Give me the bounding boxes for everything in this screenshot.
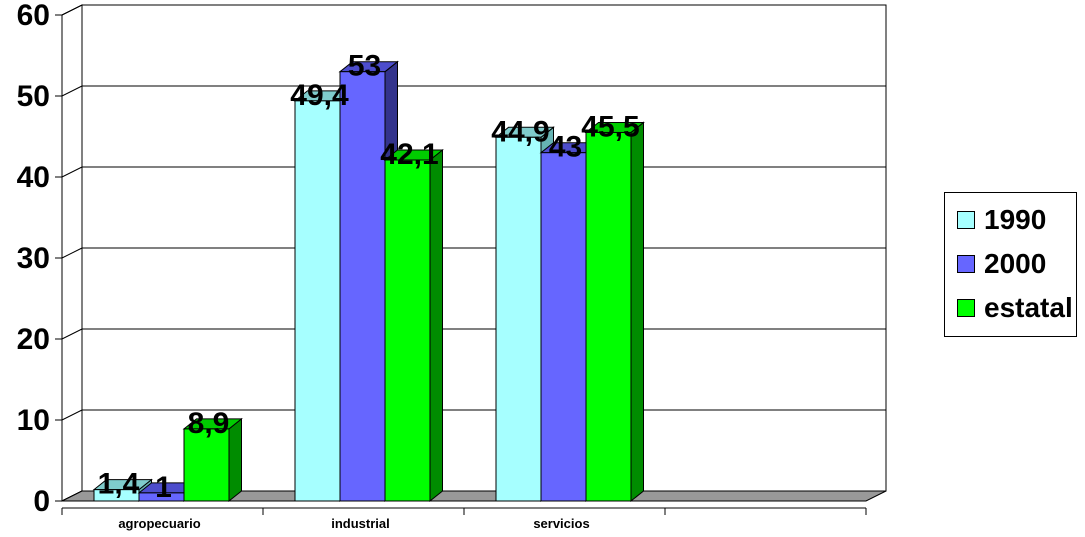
legend-swatch-estatal (957, 299, 975, 317)
data-label-2000-1: 53 (348, 50, 381, 83)
data-label-1990-0: 1,4 (98, 468, 140, 501)
gridline-side (61, 85, 83, 97)
y-tick-label: 20 (17, 323, 50, 356)
gridline-side (61, 166, 83, 178)
bar-2000-1 (339, 71, 386, 502)
bar-1990-1 (294, 100, 341, 502)
gridline-side (61, 328, 83, 340)
bar-estatal-0-side (228, 417, 242, 503)
data-label-1990-1: 49,4 (290, 79, 349, 112)
legend-swatch-2000 (957, 255, 975, 273)
data-label-1990-2: 44,9 (491, 115, 549, 148)
legend-item-1990: 1990 (957, 203, 1046, 237)
y-tick-label: 30 (17, 242, 50, 275)
data-label-estatal-2: 45,5 (581, 110, 639, 143)
y-tick-label: 40 (17, 161, 50, 194)
gridline-side (61, 409, 83, 421)
legend-item-estatal: estatal (957, 291, 1073, 325)
bar-estatal-0 (183, 428, 230, 502)
y-tick-label: 50 (17, 80, 50, 113)
data-label-estatal-1: 42,1 (380, 138, 438, 171)
legend-item-2000: 2000 (957, 247, 1046, 281)
bar-1990-2 (495, 136, 542, 502)
legend-label-estatal: estatal (984, 292, 1073, 323)
legend-swatch-1990 (957, 211, 975, 229)
legend-label-2000: 2000 (984, 248, 1047, 279)
data-label-2000-0: 1 (155, 471, 172, 504)
y-tick-label: 60 (17, 0, 50, 32)
gridline-side (61, 247, 83, 259)
y-tick-label: 0 (33, 485, 50, 518)
category-label: industrial (331, 516, 390, 531)
category-label: agropecuario (118, 516, 200, 531)
data-label-estatal-0: 8,9 (188, 407, 230, 440)
bar-estatal-2 (585, 131, 632, 502)
gridline-side (61, 4, 83, 16)
bar-estatal-1 (384, 159, 431, 502)
bar-estatal-1-side (429, 148, 443, 503)
data-label-2000-2: 43 (549, 131, 582, 164)
legend-label-1990: 1990 (984, 204, 1047, 235)
bar-2000-2 (540, 152, 587, 502)
legend: 1990 2000 estatal (944, 192, 1077, 337)
y-tick-label: 10 (17, 404, 50, 437)
category-label: servicios (533, 516, 589, 531)
bar-estatal-2-side (630, 121, 644, 503)
